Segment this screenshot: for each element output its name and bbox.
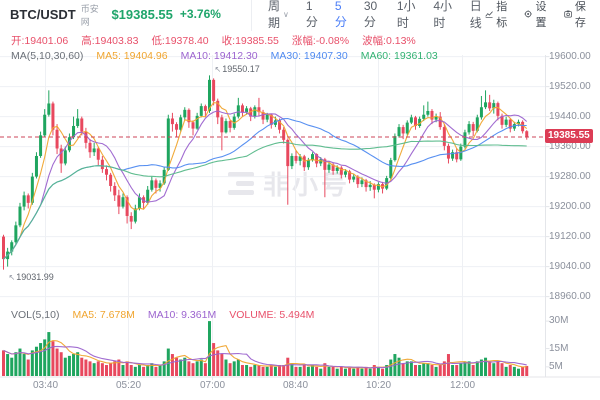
watermark-logo-icon	[228, 172, 254, 195]
price-axis-label: 19600.00	[549, 50, 591, 62]
ma-legend: MA(5,10,30,60) MA5: 19404.96 MA10: 19412…	[11, 50, 438, 62]
settings-icon	[524, 10, 533, 18]
time-axis-label: 03:40	[32, 380, 59, 391]
toolbar: 指标 设置 保存	[485, 0, 590, 30]
low-annotation: ↖19031.99	[9, 272, 54, 282]
price-change-percent: +3.76%	[179, 7, 221, 21]
ohlc-low: 低:19378.40	[151, 35, 209, 47]
price-axis-label: 19360.00	[549, 140, 591, 152]
price-axis-label: 19440.00	[549, 110, 591, 122]
period-dropdown-label: 周期	[267, 0, 280, 30]
ma10-value: MA10: 19412.30	[180, 50, 258, 62]
vol-current-value: VOLUME: 5.494M	[229, 309, 315, 321]
ohlc-readout: 开:19401.06 高:19403.83 低:19378.40 收:19385…	[11, 33, 416, 48]
ohlc-change: 涨幅:-0.08%	[291, 35, 350, 47]
indicator-button-label: 指标	[496, 1, 508, 29]
tab-timeframe-1h[interactable]: 1小时	[396, 0, 416, 30]
annotation-arrow-icon: ↖	[8, 272, 16, 282]
current-price-badge: 19385.55	[545, 129, 593, 143]
vol-ma5-value: MA5: 7.678M	[72, 309, 135, 321]
price-axis-label: 18960.00	[549, 290, 591, 302]
watermark: 非小号	[228, 165, 350, 202]
ohlc-amplitude: 波幅:0.13%	[362, 35, 416, 47]
tab-timeframe-4h[interactable]: 4小时	[433, 0, 452, 30]
tab-timeframe-1d[interactable]: 日线	[469, 0, 482, 30]
high-annotation-text: 19550.17	[222, 64, 260, 75]
settings-button-label: 设置	[535, 1, 547, 29]
period-dropdown[interactable]: 周期 ∨	[268, 0, 289, 31]
time-axis-label: 10:20	[365, 380, 392, 391]
low-annotation-text: 19031.99	[16, 271, 54, 282]
ma-legend-title: MA(5,10,30,60)	[11, 50, 84, 62]
time-axis-label: 08:40	[282, 380, 309, 391]
high-annotation: ↖19550.17	[215, 64, 260, 74]
price-axis-label: 19120.00	[549, 230, 591, 242]
ma60-value: MA60: 19361.03	[360, 50, 438, 62]
save-icon	[563, 10, 572, 18]
time-axis-label: 12:00	[449, 380, 476, 391]
tab-timeframe-5m[interactable]: 5分	[334, 0, 347, 29]
time-axis-label: 07:00	[199, 380, 226, 391]
ma30-value: MA30: 19407.30	[270, 50, 348, 62]
header-bar: BTC/USDT 币安网 $19385.55 +3.76% 周期 ∨ 1分 5分…	[0, 0, 600, 31]
vol-legend-title: VOL(5,10)	[11, 309, 60, 321]
price-axis-label: 19520.00	[549, 80, 591, 92]
time-axis-label: 05:20	[115, 380, 142, 391]
annotation-arrow-icon: ↖	[214, 65, 222, 75]
symbol-title: BTC/USDT	[10, 6, 76, 22]
volume-axis-label: 5M	[549, 360, 563, 372]
indicator-button[interactable]: 指标	[485, 0, 511, 30]
last-price: $19385.55	[111, 6, 173, 22]
tab-timeframe-1m[interactable]: 1分	[305, 0, 318, 29]
watermark-text: 非小号	[263, 170, 351, 200]
settings-button[interactable]: 设置	[524, 0, 550, 30]
price-axis-label: 19280.00	[549, 170, 591, 182]
volume-axis-label: 30M	[549, 315, 569, 327]
exchange-label: 币安网	[80, 4, 99, 27]
price-axis-label: 19040.00	[549, 260, 591, 272]
vol-ma10-value: MA10: 9.361M	[147, 309, 217, 321]
chevron-down-icon: ∨	[282, 9, 289, 19]
indicator-icon	[485, 11, 493, 18]
price-axis-label: 19200.00	[549, 200, 591, 212]
timeframe-bar: 周期 ∨ 1分 5分 30分 1小时 4小时 日线	[250, 0, 485, 31]
ohlc-open: 开:19401.06	[11, 35, 69, 47]
ma5-value: MA5: 19404.96	[96, 50, 168, 62]
volume-axis-label: 15M	[549, 342, 569, 354]
save-button[interactable]: 保存	[563, 0, 590, 30]
save-button-label: 保存	[574, 1, 586, 29]
volume-legend: VOL(5,10) MA5: 7.678M MA10: 9.361M VOLUM…	[11, 309, 314, 321]
tab-timeframe-30m[interactable]: 30分	[363, 0, 378, 29]
ohlc-close: 收:19385.55	[221, 35, 279, 47]
ohlc-high: 高:19403.83	[81, 35, 139, 47]
